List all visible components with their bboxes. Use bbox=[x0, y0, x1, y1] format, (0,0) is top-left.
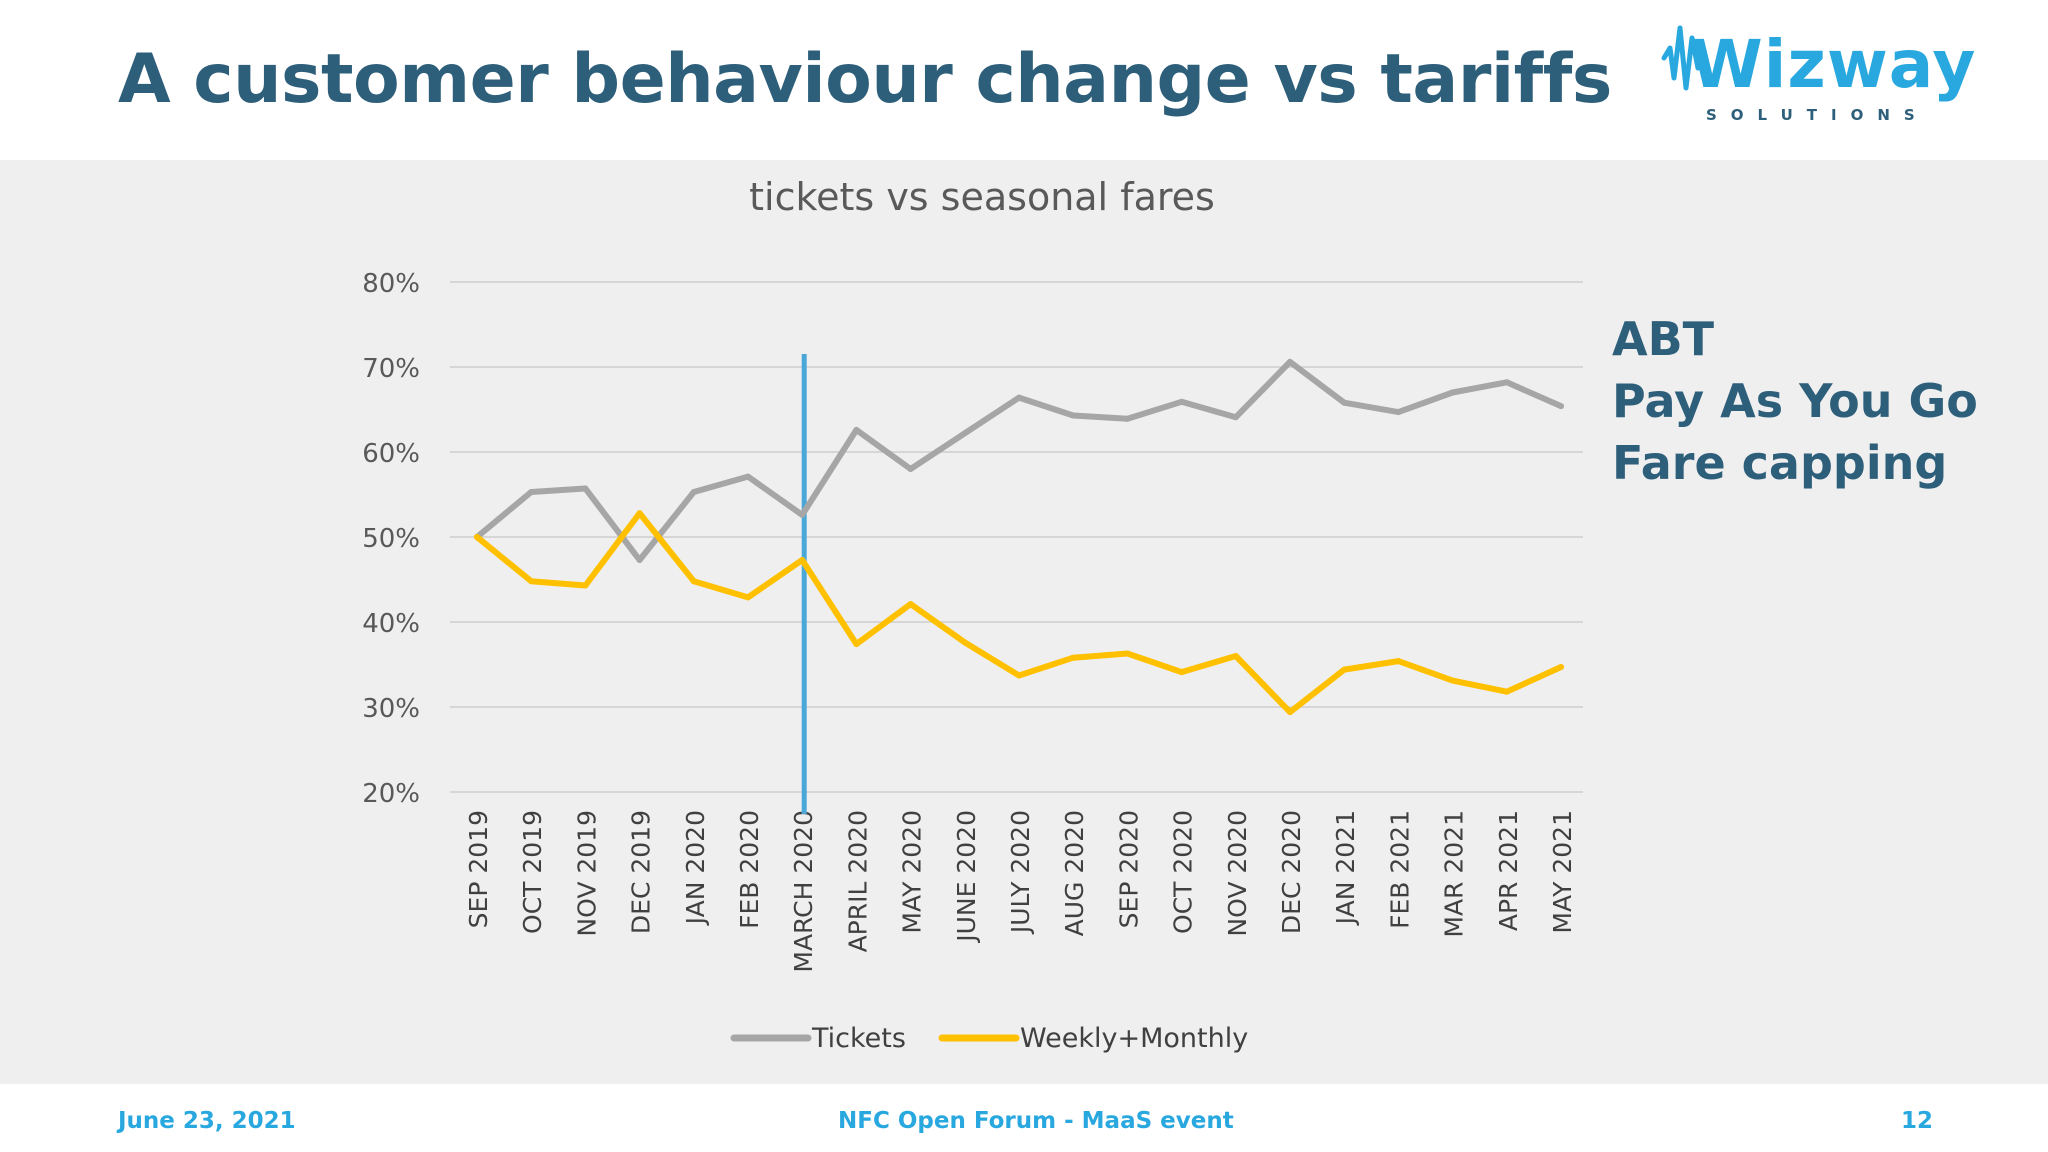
x-axis-ticks: SEP 2019 OCT 2019 NOV 2019 DEC 2019 JAN 2020… bbox=[464, 810, 1577, 973]
data-point bbox=[1124, 650, 1131, 657]
company-logo: Wizway SOLUTIONS bbox=[1660, 18, 1975, 128]
data-point bbox=[690, 488, 697, 495]
data-point bbox=[907, 466, 914, 472]
data-point bbox=[745, 473, 751, 480]
data-point bbox=[1016, 672, 1022, 679]
data-point bbox=[1070, 412, 1077, 419]
y-tick-label: 70% bbox=[362, 354, 420, 384]
data-point bbox=[528, 488, 535, 495]
data-point bbox=[853, 641, 860, 648]
series-lines bbox=[474, 358, 1564, 716]
data-point bbox=[961, 639, 968, 646]
x-tick-label: NOV 2020 bbox=[1223, 810, 1252, 937]
y-tick-label: 30% bbox=[362, 694, 420, 724]
data-point bbox=[907, 601, 914, 608]
data-point bbox=[528, 578, 535, 585]
legend: Tickets Weekly+Monthly bbox=[730, 1023, 1248, 1054]
data-point bbox=[1503, 688, 1510, 695]
data-point bbox=[474, 534, 480, 540]
data-point bbox=[582, 485, 589, 492]
y-tick-label: 20% bbox=[362, 779, 420, 809]
data-point bbox=[1124, 415, 1131, 422]
wizway-wave-logo-icon bbox=[1661, 25, 1701, 91]
chart-title: tickets vs seasonal fares bbox=[749, 175, 1215, 219]
slide-title: A customer behaviour change vs tariffs bbox=[118, 40, 1612, 119]
logo-wordmark: Wizway bbox=[1690, 26, 1977, 103]
x-tick-label: DEC 2020 bbox=[1277, 810, 1306, 934]
x-tick-label: MAR 2021 bbox=[1440, 810, 1469, 938]
data-point bbox=[799, 556, 806, 563]
data-point bbox=[1178, 669, 1185, 676]
x-tick-label: APR 2021 bbox=[1494, 810, 1523, 931]
data-point bbox=[1287, 358, 1293, 365]
x-tick-label: JULY 2020 bbox=[1006, 810, 1035, 935]
x-tick-label: MAY 2020 bbox=[898, 810, 927, 934]
x-tick-label: JAN 2021 bbox=[1331, 810, 1360, 926]
data-point bbox=[582, 582, 589, 589]
x-tick-label: SEP 2020 bbox=[1114, 810, 1143, 928]
data-point bbox=[1341, 666, 1348, 673]
data-point bbox=[1341, 399, 1348, 406]
data-point bbox=[1232, 653, 1239, 659]
x-tick-label: AUG 2020 bbox=[1060, 810, 1089, 936]
y-axis-ticks: 20% 30% 40% 50% 60% 70% 80% bbox=[362, 269, 420, 809]
data-point bbox=[1178, 398, 1185, 405]
logo-tagline: SOLUTIONS bbox=[1706, 106, 1929, 124]
data-point bbox=[636, 510, 643, 517]
x-tick-label: FEB 2021 bbox=[1385, 810, 1414, 929]
x-tick-label: JUNE 2020 bbox=[952, 810, 981, 944]
y-tick-label: 50% bbox=[362, 524, 420, 554]
fare-feature-list: ABT Pay As You Go Fare capping bbox=[1612, 308, 1978, 494]
x-tick-label: SEP 2019 bbox=[464, 810, 493, 928]
data-point bbox=[961, 430, 968, 437]
line-chart: tickets vs seasonal fares 20% 30% 40% 50% 60… bbox=[362, 175, 1583, 1054]
data-point bbox=[1395, 409, 1402, 416]
feature-pay-as-you-go: Pay As You Go bbox=[1612, 374, 1978, 428]
series-line-tickets bbox=[474, 358, 1564, 563]
data-point bbox=[1449, 389, 1456, 396]
data-point bbox=[1070, 654, 1077, 661]
series-line-weekly-monthly bbox=[474, 510, 1564, 716]
data-point bbox=[853, 426, 860, 433]
gridlines bbox=[450, 281, 1583, 793]
data-point bbox=[1449, 677, 1456, 684]
feature-abt: ABT bbox=[1612, 312, 1715, 366]
legend-label: Weekly+Monthly bbox=[1020, 1023, 1248, 1054]
x-tick-label: APRIL 2020 bbox=[843, 810, 872, 952]
y-tick-label: 40% bbox=[362, 609, 420, 639]
data-point bbox=[636, 556, 643, 563]
x-tick-label: MARCH 2020 bbox=[789, 810, 818, 973]
footer-date: June 23, 2021 bbox=[118, 1108, 296, 1134]
feature-fare-capping: Fare capping bbox=[1612, 436, 1948, 490]
x-tick-label: OCT 2020 bbox=[1169, 810, 1198, 934]
data-point bbox=[745, 594, 751, 601]
data-point bbox=[1232, 414, 1239, 421]
page-number: 12 bbox=[1901, 1108, 1934, 1134]
data-point bbox=[1395, 658, 1402, 665]
x-tick-label: MAY 2021 bbox=[1548, 810, 1577, 934]
chart-panel: tickets vs seasonal fares 20% 30% 40% 50% 60… bbox=[0, 160, 2048, 1084]
footer-event: NFC Open Forum - MaaS event bbox=[838, 1108, 1234, 1134]
data-point bbox=[690, 578, 697, 585]
legend-label: Tickets bbox=[811, 1023, 906, 1054]
data-point bbox=[1287, 709, 1293, 716]
data-point bbox=[1016, 394, 1022, 401]
x-tick-label: JAN 2020 bbox=[681, 810, 710, 926]
y-tick-label: 60% bbox=[362, 439, 420, 469]
y-tick-label: 80% bbox=[362, 269, 420, 299]
data-point bbox=[1558, 664, 1564, 671]
data-point bbox=[799, 511, 806, 518]
x-tick-label: OCT 2019 bbox=[518, 810, 547, 934]
data-point bbox=[1558, 403, 1564, 410]
x-tick-label: NOV 2019 bbox=[572, 810, 601, 937]
x-tick-label: FEB 2020 bbox=[735, 810, 764, 929]
data-point bbox=[1503, 379, 1510, 386]
x-tick-label: DEC 2019 bbox=[627, 810, 656, 934]
